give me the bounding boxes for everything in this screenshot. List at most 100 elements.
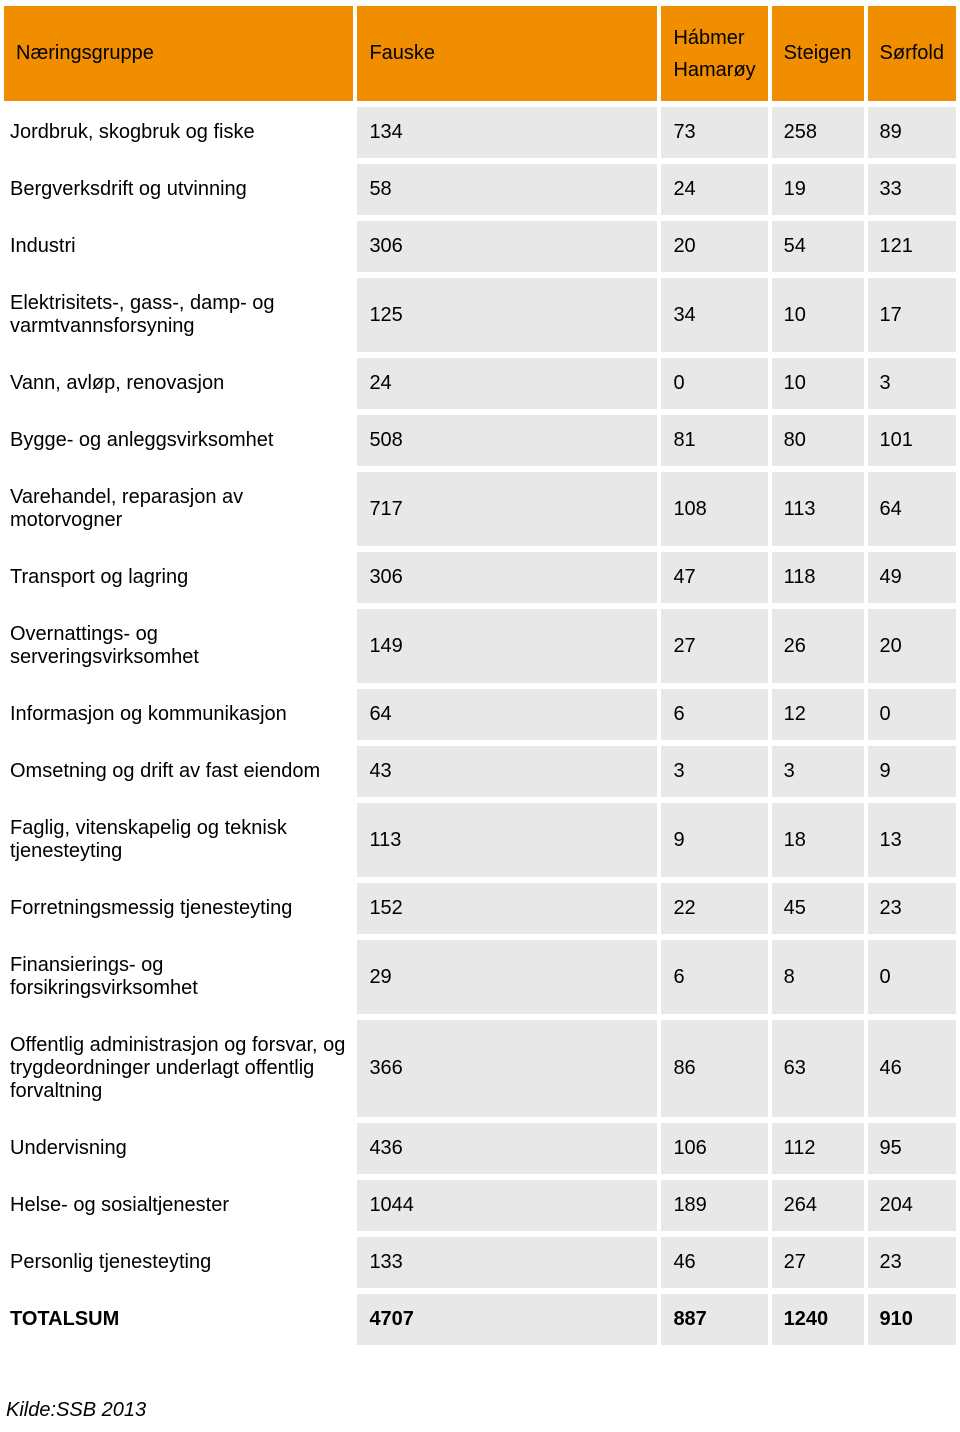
table-row: Transport og lagring3064711849 [4,552,956,603]
row-value: 101 [868,415,956,466]
table-row: Offentlig administrasjon og forsvar, og … [4,1020,956,1117]
row-value: 112 [772,1123,864,1174]
row-value: 95 [868,1123,956,1174]
row-value: 12 [772,689,864,740]
row-value: 89 [868,107,956,158]
table-row: Forretningsmessig tjenesteyting152224523 [4,883,956,934]
row-value: 58 [357,164,657,215]
row-value: 43 [357,746,657,797]
row-value: 258 [772,107,864,158]
row-value: 508 [357,415,657,466]
row-value: 125 [357,278,657,352]
row-label: Faglig, vitenskapelig og teknisk tjenest… [4,803,353,877]
row-value: 47 [661,552,767,603]
table-row: Varehandel, reparasjon av motorvogner717… [4,472,956,546]
row-label: Personlig tjenesteyting [4,1237,353,1288]
row-value: 717 [357,472,657,546]
data-table: Næringsgruppe Fauske Hábmer Hamarøy Stei… [0,0,960,1351]
row-label: Elektrisitets-, gass-, damp- og varmtvan… [4,278,353,352]
row-label: Offentlig administrasjon og forsvar, og … [4,1020,353,1117]
row-value: 133 [357,1237,657,1288]
row-value: 436 [357,1123,657,1174]
row-value: 45 [772,883,864,934]
table-row: Personlig tjenesteyting133462723 [4,1237,956,1288]
table-row: Omsetning og drift av fast eiendom43339 [4,746,956,797]
row-value: 34 [661,278,767,352]
row-value: 80 [772,415,864,466]
total-value: 4707 [357,1294,657,1345]
table-row: Faglig, vitenskapelig og teknisk tjenest… [4,803,956,877]
row-value: 152 [357,883,657,934]
table-row: Elektrisitets-, gass-, damp- og varmtvan… [4,278,956,352]
row-value: 63 [772,1020,864,1117]
row-value: 46 [661,1237,767,1288]
row-value: 73 [661,107,767,158]
row-value: 20 [661,221,767,272]
row-value: 8 [772,940,864,1014]
row-label: Varehandel, reparasjon av motorvogner [4,472,353,546]
row-label: Vann, avløp, renovasjon [4,358,353,409]
row-label: Transport og lagring [4,552,353,603]
row-value: 106 [661,1123,767,1174]
row-value: 27 [661,609,767,683]
row-value: 54 [772,221,864,272]
header-habmer-hamaroy: Hábmer Hamarøy [661,6,767,101]
row-value: 10 [772,358,864,409]
row-value: 108 [661,472,767,546]
row-value: 189 [661,1180,767,1231]
row-value: 9 [868,746,956,797]
table-row: Bergverksdrift og utvinning58241933 [4,164,956,215]
header-sorfold: Sørfold [868,6,956,101]
table-header: Næringsgruppe Fauske Hábmer Hamarøy Stei… [4,6,956,101]
row-value: 10 [772,278,864,352]
row-value: 9 [661,803,767,877]
table-total-row: TOTALSUM47078871240910 [4,1294,956,1345]
row-value: 0 [868,940,956,1014]
row-label: Helse- og sosialtjenester [4,1180,353,1231]
table-row: Finansierings- og forsikringsvirksomhet2… [4,940,956,1014]
table-row: Industri3062054121 [4,221,956,272]
table-row: Overnattings- og serveringsvirksomhet149… [4,609,956,683]
row-value: 19 [772,164,864,215]
row-value: 118 [772,552,864,603]
header-steigen: Steigen [772,6,864,101]
row-value: 81 [661,415,767,466]
row-value: 306 [357,552,657,603]
row-value: 17 [868,278,956,352]
total-value: 1240 [772,1294,864,1345]
row-label: Industri [4,221,353,272]
table-row: Vann, avløp, renovasjon240103 [4,358,956,409]
row-value: 3 [772,746,864,797]
row-value: 46 [868,1020,956,1117]
table-row: Undervisning43610611295 [4,1123,956,1174]
row-value: 27 [772,1237,864,1288]
row-value: 29 [357,940,657,1014]
total-value: 887 [661,1294,767,1345]
source-citation: Kilde:SSB 2013 [0,1351,960,1432]
row-value: 0 [868,689,956,740]
row-value: 6 [661,689,767,740]
row-value: 64 [357,689,657,740]
row-value: 306 [357,221,657,272]
header-fauske: Fauske [357,6,657,101]
total-value: 910 [868,1294,956,1345]
row-value: 113 [357,803,657,877]
row-value: 121 [868,221,956,272]
row-value: 134 [357,107,657,158]
row-value: 86 [661,1020,767,1117]
row-value: 3 [661,746,767,797]
row-value: 23 [868,1237,956,1288]
total-label: TOTALSUM [4,1294,353,1345]
row-value: 24 [661,164,767,215]
table-body: Jordbruk, skogbruk og fiske1347325889Ber… [4,107,956,1345]
row-value: 264 [772,1180,864,1231]
row-label: Informasjon og kommunikasjon [4,689,353,740]
row-label: Bergverksdrift og utvinning [4,164,353,215]
row-label: Forretningsmessig tjenesteyting [4,883,353,934]
header-hamaroy: Hamarøy [673,59,755,81]
table-row: Bygge- og anleggsvirksomhet5088180101 [4,415,956,466]
row-label: Bygge- og anleggsvirksomhet [4,415,353,466]
row-value: 6 [661,940,767,1014]
row-label: Omsetning og drift av fast eiendom [4,746,353,797]
row-label: Undervisning [4,1123,353,1174]
